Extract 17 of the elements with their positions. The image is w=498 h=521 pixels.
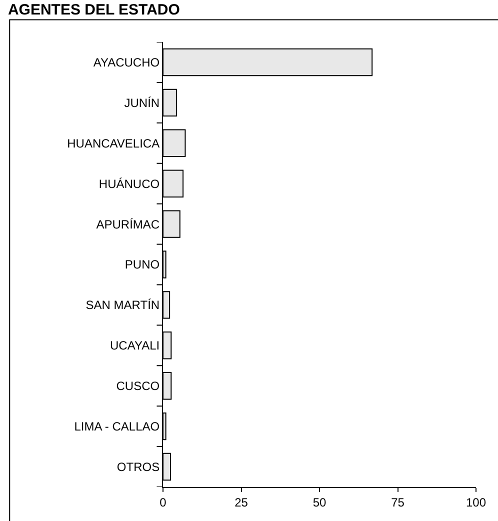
y-tick-label: UCAYALI bbox=[110, 338, 160, 353]
y-tick-label: PUNO bbox=[124, 258, 160, 272]
y-tick-label: AYACUCHO bbox=[93, 55, 160, 70]
y-tick-label: LIMA - CALLAO bbox=[74, 420, 160, 434]
x-tick-label: 0 bbox=[160, 495, 167, 510]
y-tick-label: HUANCAVELICA bbox=[67, 136, 160, 150]
x-tick-label: 25 bbox=[234, 495, 248, 510]
y-tick-label: OTROS bbox=[116, 460, 160, 474]
y-tick-label: SAN MARTÍN bbox=[86, 298, 160, 312]
y-tick-label: JUNÍN bbox=[124, 96, 160, 110]
y-tick-label: HUÁNUCO bbox=[98, 176, 160, 191]
y-tick-label: APURÍMAC bbox=[96, 217, 160, 232]
y-tick-label: CUSCO bbox=[116, 379, 160, 394]
x-tick-label: 100 bbox=[466, 495, 486, 510]
chart-title: AGENTES DEL ESTADO bbox=[8, 2, 180, 19]
x-tick-label: 50 bbox=[312, 495, 326, 510]
x-tick-label: 75 bbox=[391, 495, 405, 510]
